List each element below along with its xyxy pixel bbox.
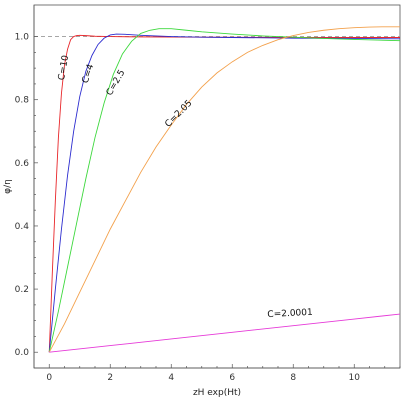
series-line-c-10 [48,34,400,353]
y-tick-label: 0.6 [15,159,30,169]
y-axis-label: φ/η [3,179,13,194]
series-line-c-2-5 [48,28,401,353]
series-line-c-4 [48,33,401,353]
x-tick-label: 2 [107,373,113,383]
x-tick-label: 6 [229,373,235,383]
y-tick-label: 0.0 [15,348,30,358]
y-axis: 0.0 0.2 0.4 0.6 0.8 1.0 [15,5,38,368]
series-line-c-2-0001 [49,313,401,353]
x-tick-label: 8 [290,373,296,383]
x-axis: 0 2 4 6 8 10 [34,364,401,383]
curve-label-c-2-0001: C=2.0001 [267,308,313,320]
y-tick-label: 0.4 [15,222,30,232]
y-tick-label: 0.2 [15,285,29,295]
x-tick-label: 4 [168,373,174,383]
x-axis-label: zH exp(Ht) [193,388,241,398]
y-tick-label: 0.8 [15,96,30,106]
curve-label-c-10: C=10 [57,54,71,81]
series-layer [48,26,401,353]
y-tick-label: 1.0 [15,33,30,43]
x-tick-label: 0 [46,373,52,383]
x-tick-label: 10 [349,373,361,383]
series-line-c-2-05 [48,26,400,353]
